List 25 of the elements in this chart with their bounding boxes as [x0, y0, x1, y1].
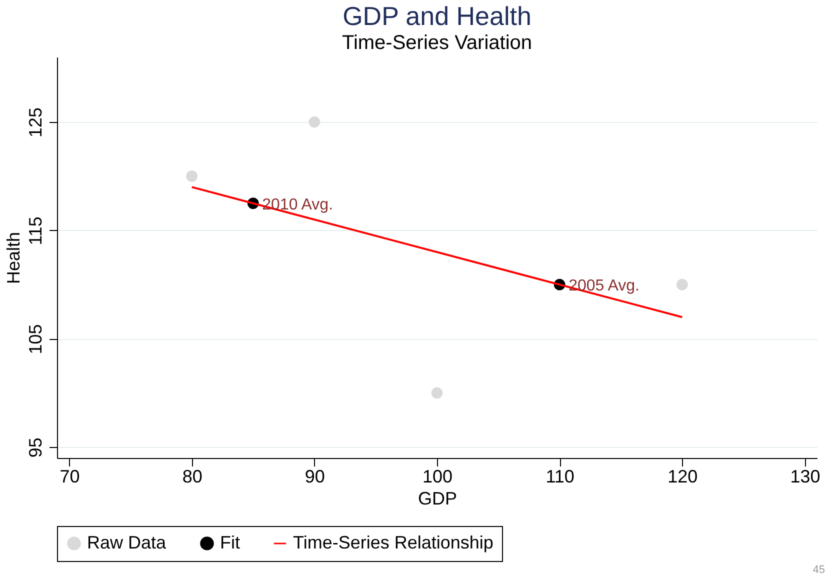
- x-tick-label: 70: [60, 466, 80, 486]
- y-axis-title: Health: [4, 232, 24, 284]
- text: 45: [812, 564, 825, 576]
- y-tick-label: 105: [26, 324, 46, 354]
- x-tick-label: 130: [790, 466, 820, 486]
- y-tick-label: 115: [26, 216, 46, 246]
- x-tick-label: 90: [304, 466, 325, 486]
- point: [308, 116, 320, 128]
- point: [186, 170, 198, 182]
- annotation: 2005 Avg.: [568, 278, 640, 295]
- x-tick-label: 80: [182, 466, 202, 486]
- y-tick-label: 95: [26, 438, 46, 458]
- chart-subtitle: Time-Series Variation: [342, 32, 532, 54]
- legend-label: Time-Series Relationship: [293, 532, 494, 552]
- y-tick-label: 125: [26, 108, 46, 138]
- chart-title: GDP and Health: [342, 1, 532, 31]
- annotation: 2010 Avg.: [262, 196, 334, 214]
- x-axis-title: GDP: [418, 488, 458, 508]
- x-tick-label: 120: [668, 466, 698, 486]
- legend-label: Raw Data: [87, 532, 168, 552]
- point: [676, 278, 688, 290]
- point: [431, 387, 443, 399]
- legend-label: Fit: [220, 532, 240, 552]
- x-tick-label: 100: [422, 466, 453, 486]
- x-tick-label: 110: [546, 466, 574, 486]
